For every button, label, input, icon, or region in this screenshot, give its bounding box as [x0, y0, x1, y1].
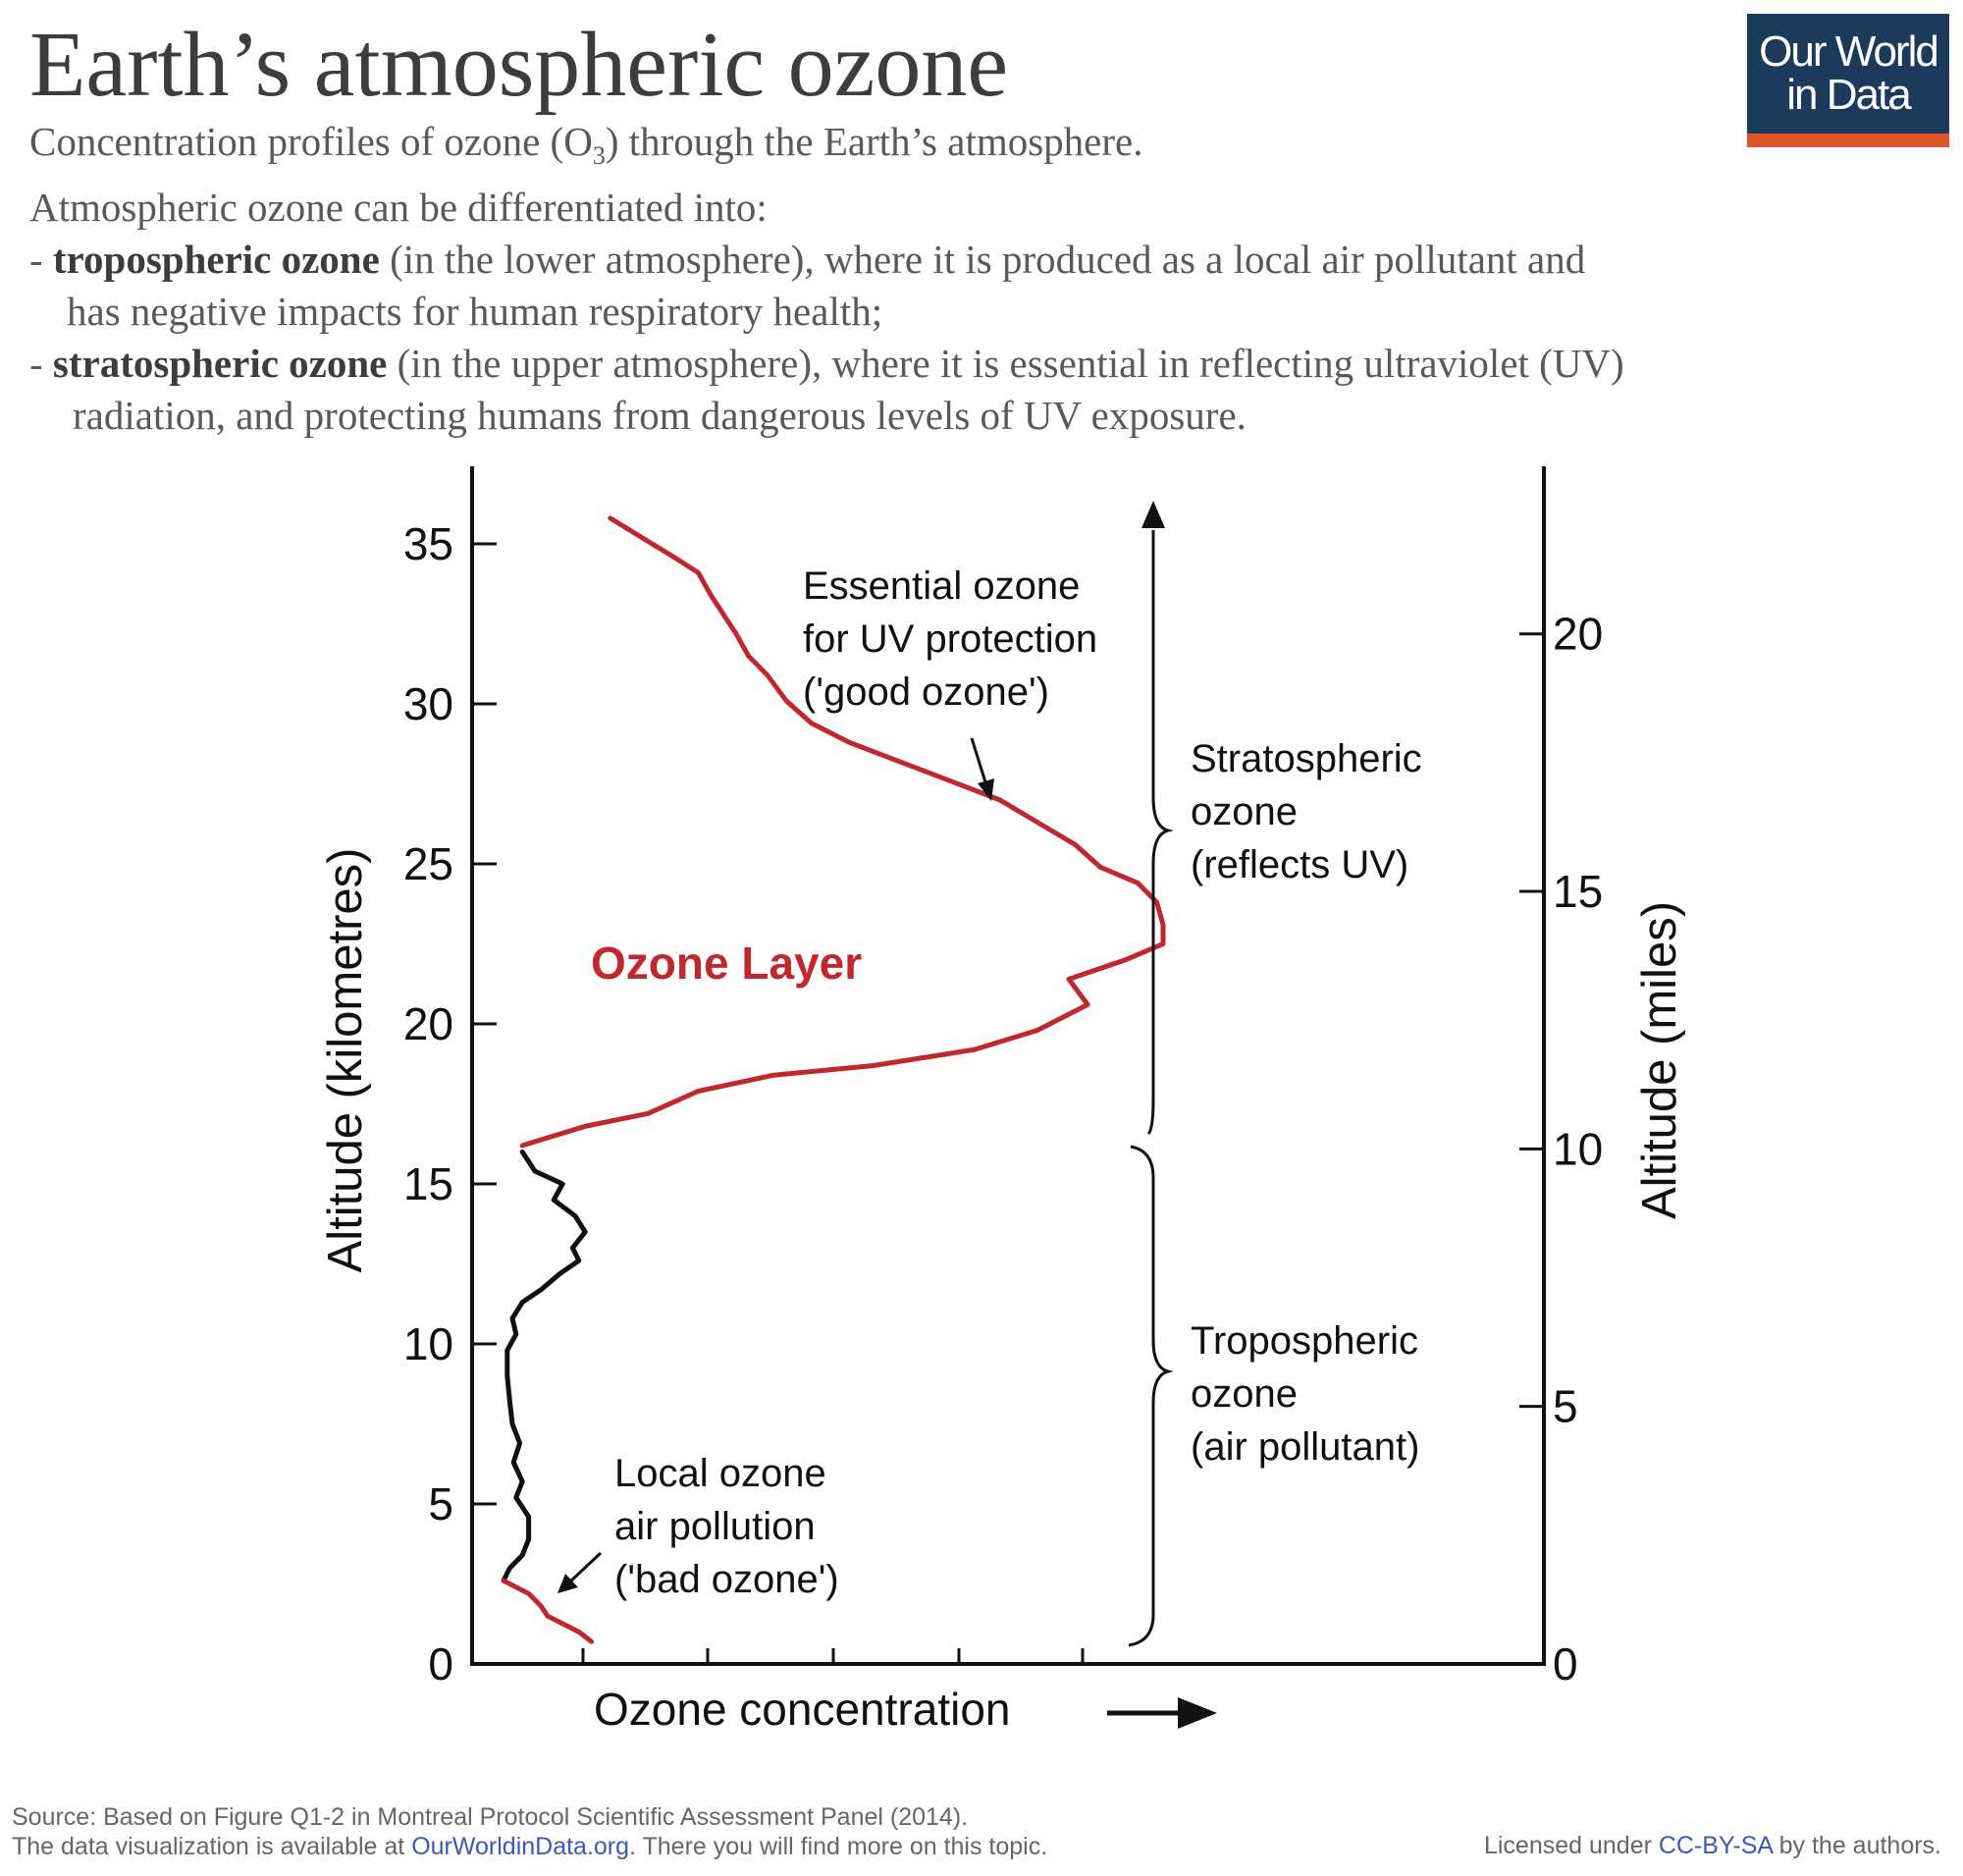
tropospheric-line-1: Tropospheric [1191, 1319, 1418, 1363]
source-line: Source: Based on Figure Q1-2 in Montreal… [12, 1803, 969, 1831]
y-tick-label-left: 20 [403, 998, 453, 1049]
y-tick-label-right: 5 [1553, 1381, 1578, 1432]
y-tick-label-left: 15 [403, 1158, 453, 1209]
good-ozone-line-1: Essential ozone [803, 564, 1080, 608]
y-tick-label-left: 0 [428, 1638, 453, 1689]
bullet-tropospheric: - tropospheric ozone (in the lower atmos… [29, 234, 1934, 286]
tropospheric-brace [1128, 1145, 1174, 1647]
y-tick-label-right: 0 [1553, 1638, 1578, 1689]
subtitle-text: Concentration profiles of ozone (O [29, 119, 593, 164]
bullet-bold-term: tropospheric ozone [52, 237, 380, 283]
license-link[interactable]: CC-BY-SA [1658, 1832, 1773, 1859]
good-ozone-annotation: Essential ozone for UV protection ('good… [803, 564, 1097, 714]
bad-ozone-line-1: Local ozone [614, 1452, 826, 1495]
availability-text: . There you will find more on this topic… [629, 1833, 1048, 1860]
bullet-stratospheric: - stratospheric ozone (in the upper atmo… [29, 338, 1934, 390]
chart-title: Earth’s atmospheric ozone [29, 14, 1009, 116]
good-ozone-line-2: for UV protection [803, 617, 1097, 661]
bullet-dash: - [29, 237, 53, 283]
y-ticks-left: 0 5 10 15 20 25 30 35 [403, 518, 497, 1689]
stratospheric-line-2: ozone [1191, 790, 1298, 833]
y-tick-label-left: 5 [428, 1478, 453, 1529]
good-ozone-line-3: ('good ozone') [803, 670, 1049, 714]
stratospheric-line-3: (reflects UV) [1191, 843, 1408, 886]
y-axis-label-right: Altitude (miles) [1633, 901, 1686, 1219]
subtitle-line-1: Concentration profiles of ozone (O3) thr… [29, 116, 1934, 182]
owid-link[interactable]: OurWorldinData.org [411, 1833, 630, 1860]
owid-logo[interactable]: Our World in Data [1747, 14, 1949, 147]
tropospheric-line-3: (air pollutant) [1191, 1425, 1419, 1469]
x-axis-label: Ozone concentration [594, 1684, 1011, 1735]
profile-segment [501, 1578, 595, 1644]
bullet-dash: - [29, 341, 53, 387]
x-axis-arrow [1107, 1697, 1217, 1729]
bad-ozone-line-3: ('bad ozone') [614, 1558, 839, 1601]
bad-ozone-line-2: air pollution [614, 1505, 816, 1548]
y-ticks-right: 0 5 10 15 20 [1519, 609, 1603, 1689]
y-tick-label-left: 10 [403, 1318, 453, 1369]
tropospheric-line-2: ozone [1191, 1372, 1298, 1416]
subscript-3: 3 [592, 141, 606, 171]
bullet-tropospheric-cont: has negative impacts for human respirato… [67, 289, 883, 335]
availability-line: The data visualization is available at O… [12, 1832, 1047, 1861]
ozone-layer-label: Ozone Layer [591, 938, 862, 989]
bullet-text: (in the lower atmosphere), where it is p… [379, 237, 1586, 283]
x-ticks [581, 1648, 1085, 1664]
y-tick-label-right: 15 [1553, 866, 1603, 917]
subtitle-line-2: Atmospheric ozone can be differentiated … [29, 185, 768, 231]
profile-segment [501, 1149, 588, 1583]
availability-text: The data visualization is available at [12, 1833, 412, 1860]
logo-line-1: Our World [1759, 27, 1939, 76]
good-ozone-arrow [970, 737, 994, 801]
profile-segment [519, 515, 1166, 1149]
logo-accent-bar [1747, 134, 1949, 147]
bullet-stratospheric-cont: radiation, and protecting humans from da… [73, 393, 1247, 439]
stratospheric-line-1: Stratospheric [1191, 737, 1422, 780]
y-axis-label-left: Altitude (kilometres) [319, 848, 372, 1273]
bad-ozone-annotation: Local ozone air pollution ('bad ozone') [614, 1452, 839, 1601]
footer-license: Licensed under CC-BY-SA by the authors. [1484, 1832, 1941, 1860]
ozone-profile [501, 515, 1166, 1644]
y-tick-label-right: 10 [1553, 1123, 1603, 1174]
y-tick-label-left: 35 [403, 518, 453, 569]
y-tick-label-left: 25 [403, 838, 453, 889]
logo-line-2: in Data [1786, 71, 1911, 119]
license-text: by the authors. [1772, 1832, 1941, 1859]
bullet-text: (in the upper atmosphere), where it is e… [387, 341, 1624, 387]
chart-subtitle: Concentration profiles of ozone (O3) thr… [29, 116, 1934, 442]
tropospheric-annotation: Tropospheric ozone (air pollutant) [1191, 1319, 1419, 1469]
y-tick-label-left: 30 [403, 678, 453, 729]
bad-ozone-arrow [557, 1551, 603, 1593]
subtitle-text: ) through the Earth’s atmosphere. [605, 119, 1143, 164]
footer-source: Source: Based on Figure Q1-2 in Montreal… [12, 1802, 1047, 1861]
stratospheric-range-arrow [1141, 501, 1174, 1136]
y-tick-label-right: 20 [1553, 609, 1603, 660]
license-text: Licensed under [1483, 1832, 1659, 1859]
stratospheric-annotation: Stratospheric ozone (reflects UV) [1191, 737, 1422, 886]
bullet-bold-term: stratospheric ozone [52, 341, 388, 387]
